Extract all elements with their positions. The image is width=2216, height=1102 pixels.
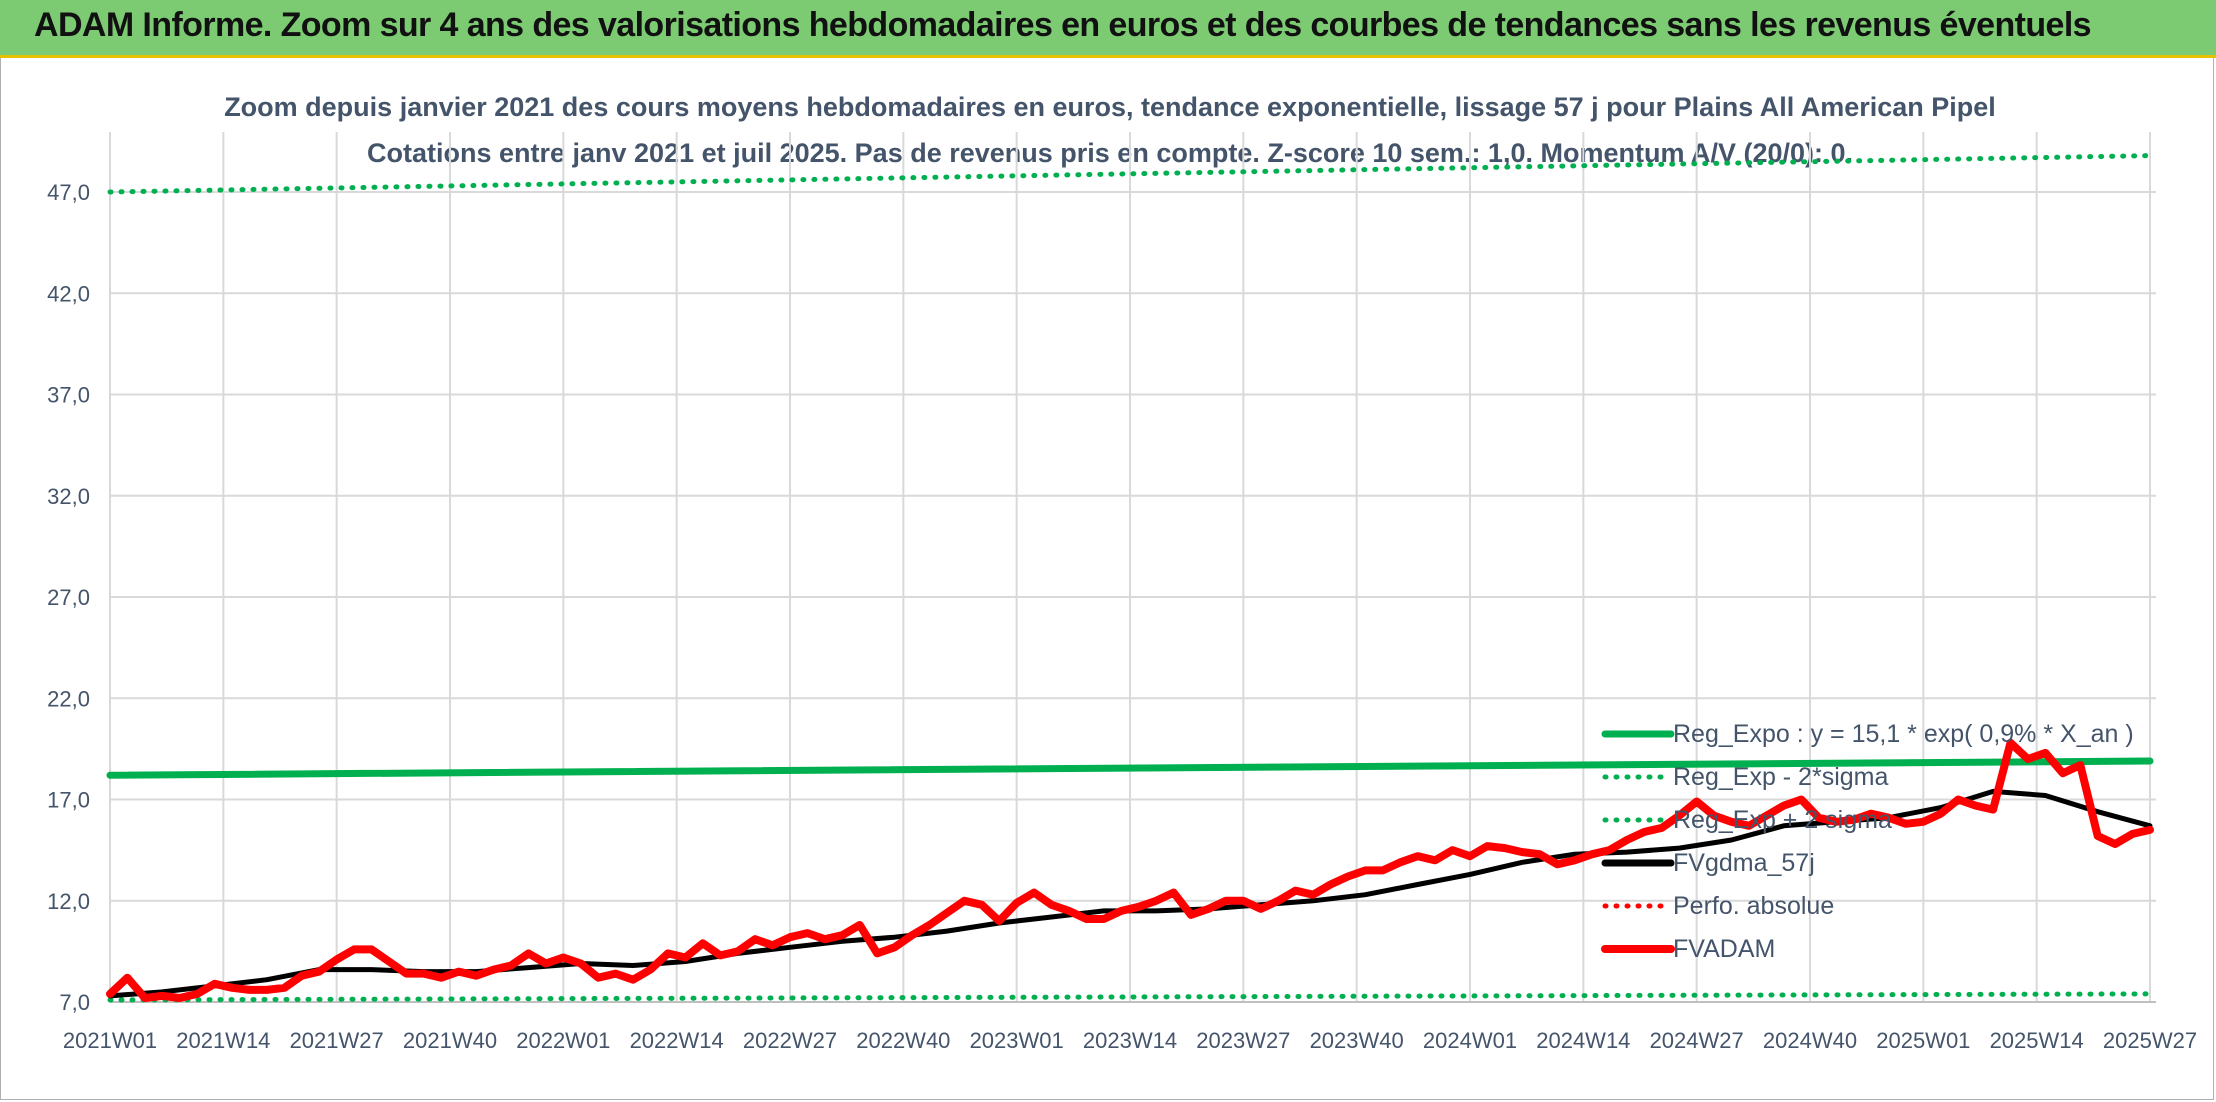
- x-tick-label: 2021W14: [176, 1028, 270, 1053]
- y-tick-label: 22,0: [47, 686, 90, 711]
- y-tick-label: 12,0: [47, 889, 90, 914]
- chart-title: Zoom depuis janvier 2021 des cours moyen…: [224, 92, 1996, 122]
- y-tick-label: 17,0: [47, 788, 90, 813]
- legend-label: FVADAM: [1673, 935, 1775, 963]
- report-banner: ADAM Informe. Zoom sur 4 ans des valoris…: [0, 0, 2216, 58]
- x-tick-label: 2025W14: [1990, 1028, 2084, 1053]
- legend-label: FVgdma_57j: [1673, 849, 1815, 877]
- x-tick-label: 2023W27: [1196, 1028, 1290, 1053]
- x-tick-label: 2024W14: [1536, 1028, 1630, 1053]
- series-reg-exp-minus-2sigma: [107, 991, 2153, 1003]
- y-tick-label: 32,0: [47, 484, 90, 509]
- x-tick-label: 2022W01: [516, 1028, 610, 1053]
- x-tick-label: 2022W14: [630, 1028, 724, 1053]
- series-reg-expo: [106, 757, 2154, 779]
- legend-label: Perfo. absolue: [1673, 892, 1834, 920]
- series-reg-exp-plus-2sigma: [107, 153, 2153, 195]
- x-tick-label: 2023W14: [1083, 1028, 1177, 1053]
- x-tick-label: 2023W01: [970, 1028, 1064, 1053]
- legend-label: Reg_Exp - 2*sigma: [1673, 763, 1888, 791]
- x-tick-label: 2021W01: [63, 1028, 157, 1053]
- y-tick-label: 47,0: [47, 180, 90, 205]
- legend: Reg_Expo : y = 15,1 * exp( 0,9% * X_an )…: [1601, 720, 2134, 963]
- x-tick-label: 2021W40: [403, 1028, 497, 1053]
- grid-lines: [109, 132, 2156, 1003]
- series-layer: [106, 153, 2154, 1003]
- axis-labels: 7,0 12,0 17,0 22,0 27,0 32,0 37,0 42,0 47,0 2021W…: [47, 180, 2197, 1053]
- x-tick-label: 2024W27: [1650, 1028, 1744, 1053]
- y-tick-label: 7,0: [59, 990, 90, 1015]
- y-tick-label: 42,0: [47, 281, 90, 306]
- y-tick-label: 37,0: [47, 383, 90, 408]
- report-title: ADAM Informe. Zoom sur 4 ans des valoris…: [34, 6, 2092, 44]
- legend-label: Reg_Expo : y = 15,1 * exp( 0,9% * X_an ): [1673, 720, 2134, 748]
- x-tick-label: 2025W27: [2103, 1028, 2197, 1053]
- x-tick-label: 2024W01: [1423, 1028, 1517, 1053]
- x-tick-label: 2025W01: [1876, 1028, 1970, 1053]
- x-tick-label: 2023W40: [1310, 1028, 1404, 1053]
- series-fvadam: [106, 738, 2154, 1002]
- x-tick-label: 2022W27: [743, 1028, 837, 1053]
- x-tick-label: 2022W40: [856, 1028, 950, 1053]
- x-tick-label: 2024W40: [1763, 1028, 1857, 1053]
- y-tick-label: 27,0: [47, 585, 90, 610]
- legend-label: Reg_Exp + 2 sigma: [1673, 806, 1892, 834]
- x-tick-label: 2021W27: [290, 1028, 384, 1053]
